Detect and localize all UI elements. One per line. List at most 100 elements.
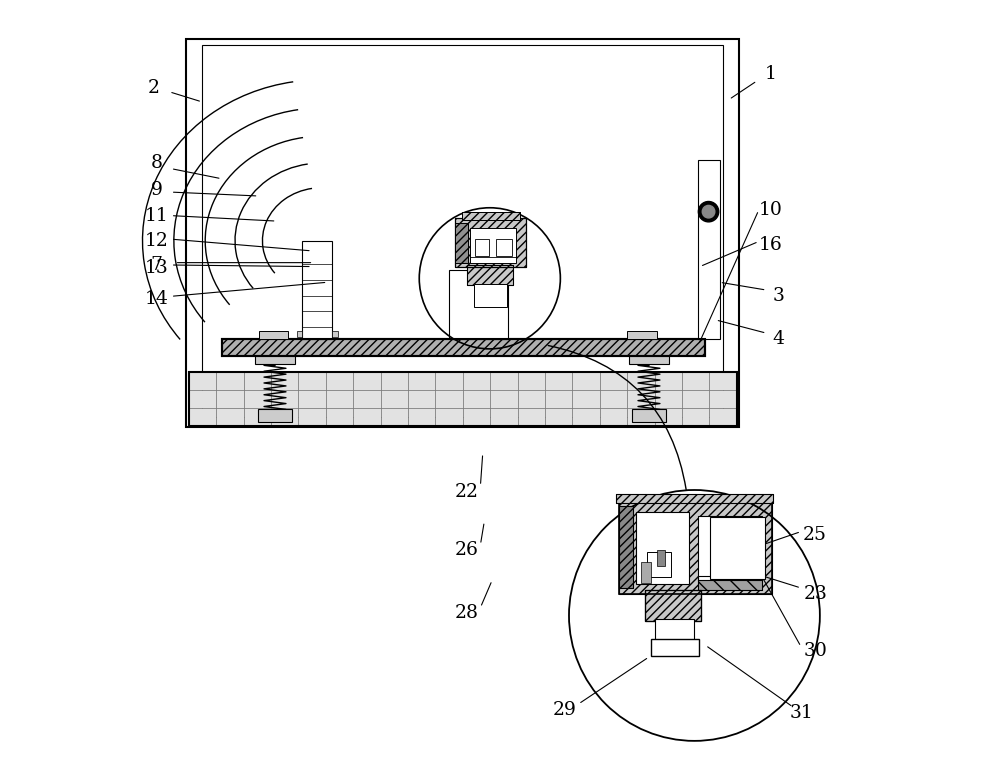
Bar [655, 619, 694, 641]
Bar [258, 409, 292, 422]
Bar [698, 516, 762, 580]
Bar [408, 390, 435, 408]
Bar [698, 160, 720, 339]
Bar [202, 45, 723, 417]
Bar [189, 372, 737, 426]
Text: 29: 29 [552, 702, 576, 719]
Bar [632, 409, 666, 422]
Bar [600, 408, 627, 426]
Text: 16: 16 [759, 236, 782, 253]
Bar [298, 372, 326, 390]
Bar [698, 576, 762, 590]
Text: 28: 28 [455, 604, 479, 622]
Bar [572, 372, 600, 390]
Bar [627, 390, 655, 408]
Text: 31: 31 [790, 705, 814, 722]
Text: 9: 9 [151, 181, 163, 198]
Bar [435, 372, 463, 390]
Bar [657, 550, 665, 566]
Bar [302, 241, 332, 339]
Text: 12: 12 [145, 233, 169, 250]
Bar [222, 339, 705, 356]
Bar [381, 408, 408, 426]
Bar [298, 408, 326, 426]
Bar [271, 408, 298, 426]
Bar [463, 372, 490, 390]
Bar [189, 390, 216, 408]
Bar [655, 372, 682, 390]
Text: 2: 2 [147, 79, 159, 96]
Bar [655, 408, 682, 426]
Bar [709, 408, 737, 426]
Bar [353, 390, 381, 408]
Bar [572, 390, 600, 408]
Bar [474, 284, 507, 307]
Text: 22: 22 [455, 484, 479, 501]
Text: 7: 7 [151, 256, 163, 274]
Bar [518, 390, 545, 408]
Bar [297, 331, 302, 337]
Text: 4: 4 [772, 330, 784, 347]
Bar [619, 506, 633, 588]
Bar [627, 372, 655, 390]
Bar [244, 390, 271, 408]
Text: 23: 23 [803, 586, 827, 603]
Bar [244, 408, 271, 426]
Bar [189, 372, 216, 390]
Bar [259, 331, 288, 339]
Bar [463, 390, 490, 408]
Text: 3: 3 [772, 288, 784, 305]
Bar [709, 372, 737, 390]
Bar [496, 239, 512, 256]
Bar [651, 639, 699, 656]
Bar [271, 372, 298, 390]
Bar [216, 372, 244, 390]
Bar [600, 390, 627, 408]
Bar [710, 517, 765, 579]
Circle shape [702, 205, 715, 218]
Bar [455, 218, 526, 267]
Bar [572, 408, 600, 426]
Text: 25: 25 [803, 526, 827, 543]
Bar [353, 372, 381, 390]
Bar [518, 408, 545, 426]
Bar [222, 339, 705, 356]
Bar [490, 408, 518, 426]
Bar [490, 390, 518, 408]
Bar [470, 228, 516, 263]
Text: 13: 13 [145, 260, 168, 277]
Bar [682, 390, 709, 408]
Bar [326, 408, 353, 426]
Bar [627, 408, 655, 426]
Bar [636, 512, 689, 584]
Text: 30: 30 [803, 642, 827, 659]
Bar [490, 372, 518, 390]
Bar [435, 390, 463, 408]
Bar [216, 408, 244, 426]
Text: 10: 10 [759, 201, 782, 219]
Bar [467, 265, 513, 285]
Bar [629, 354, 669, 364]
Bar [545, 372, 572, 390]
Bar [186, 39, 739, 427]
Bar [600, 372, 627, 390]
Text: 8: 8 [151, 154, 163, 172]
FancyArrowPatch shape [548, 346, 686, 490]
Bar [216, 390, 244, 408]
Bar [455, 223, 468, 263]
Bar [619, 499, 772, 594]
Text: 11: 11 [145, 207, 168, 224]
Bar [619, 506, 633, 588]
Bar [381, 390, 408, 408]
Bar [627, 331, 657, 339]
Circle shape [698, 201, 719, 222]
Bar [645, 590, 701, 621]
Bar [408, 372, 435, 390]
Bar [467, 265, 513, 285]
Bar [462, 212, 520, 220]
Bar [353, 408, 381, 426]
Bar [619, 499, 772, 594]
Bar [381, 372, 408, 390]
Bar [475, 239, 489, 256]
Bar [244, 372, 271, 390]
